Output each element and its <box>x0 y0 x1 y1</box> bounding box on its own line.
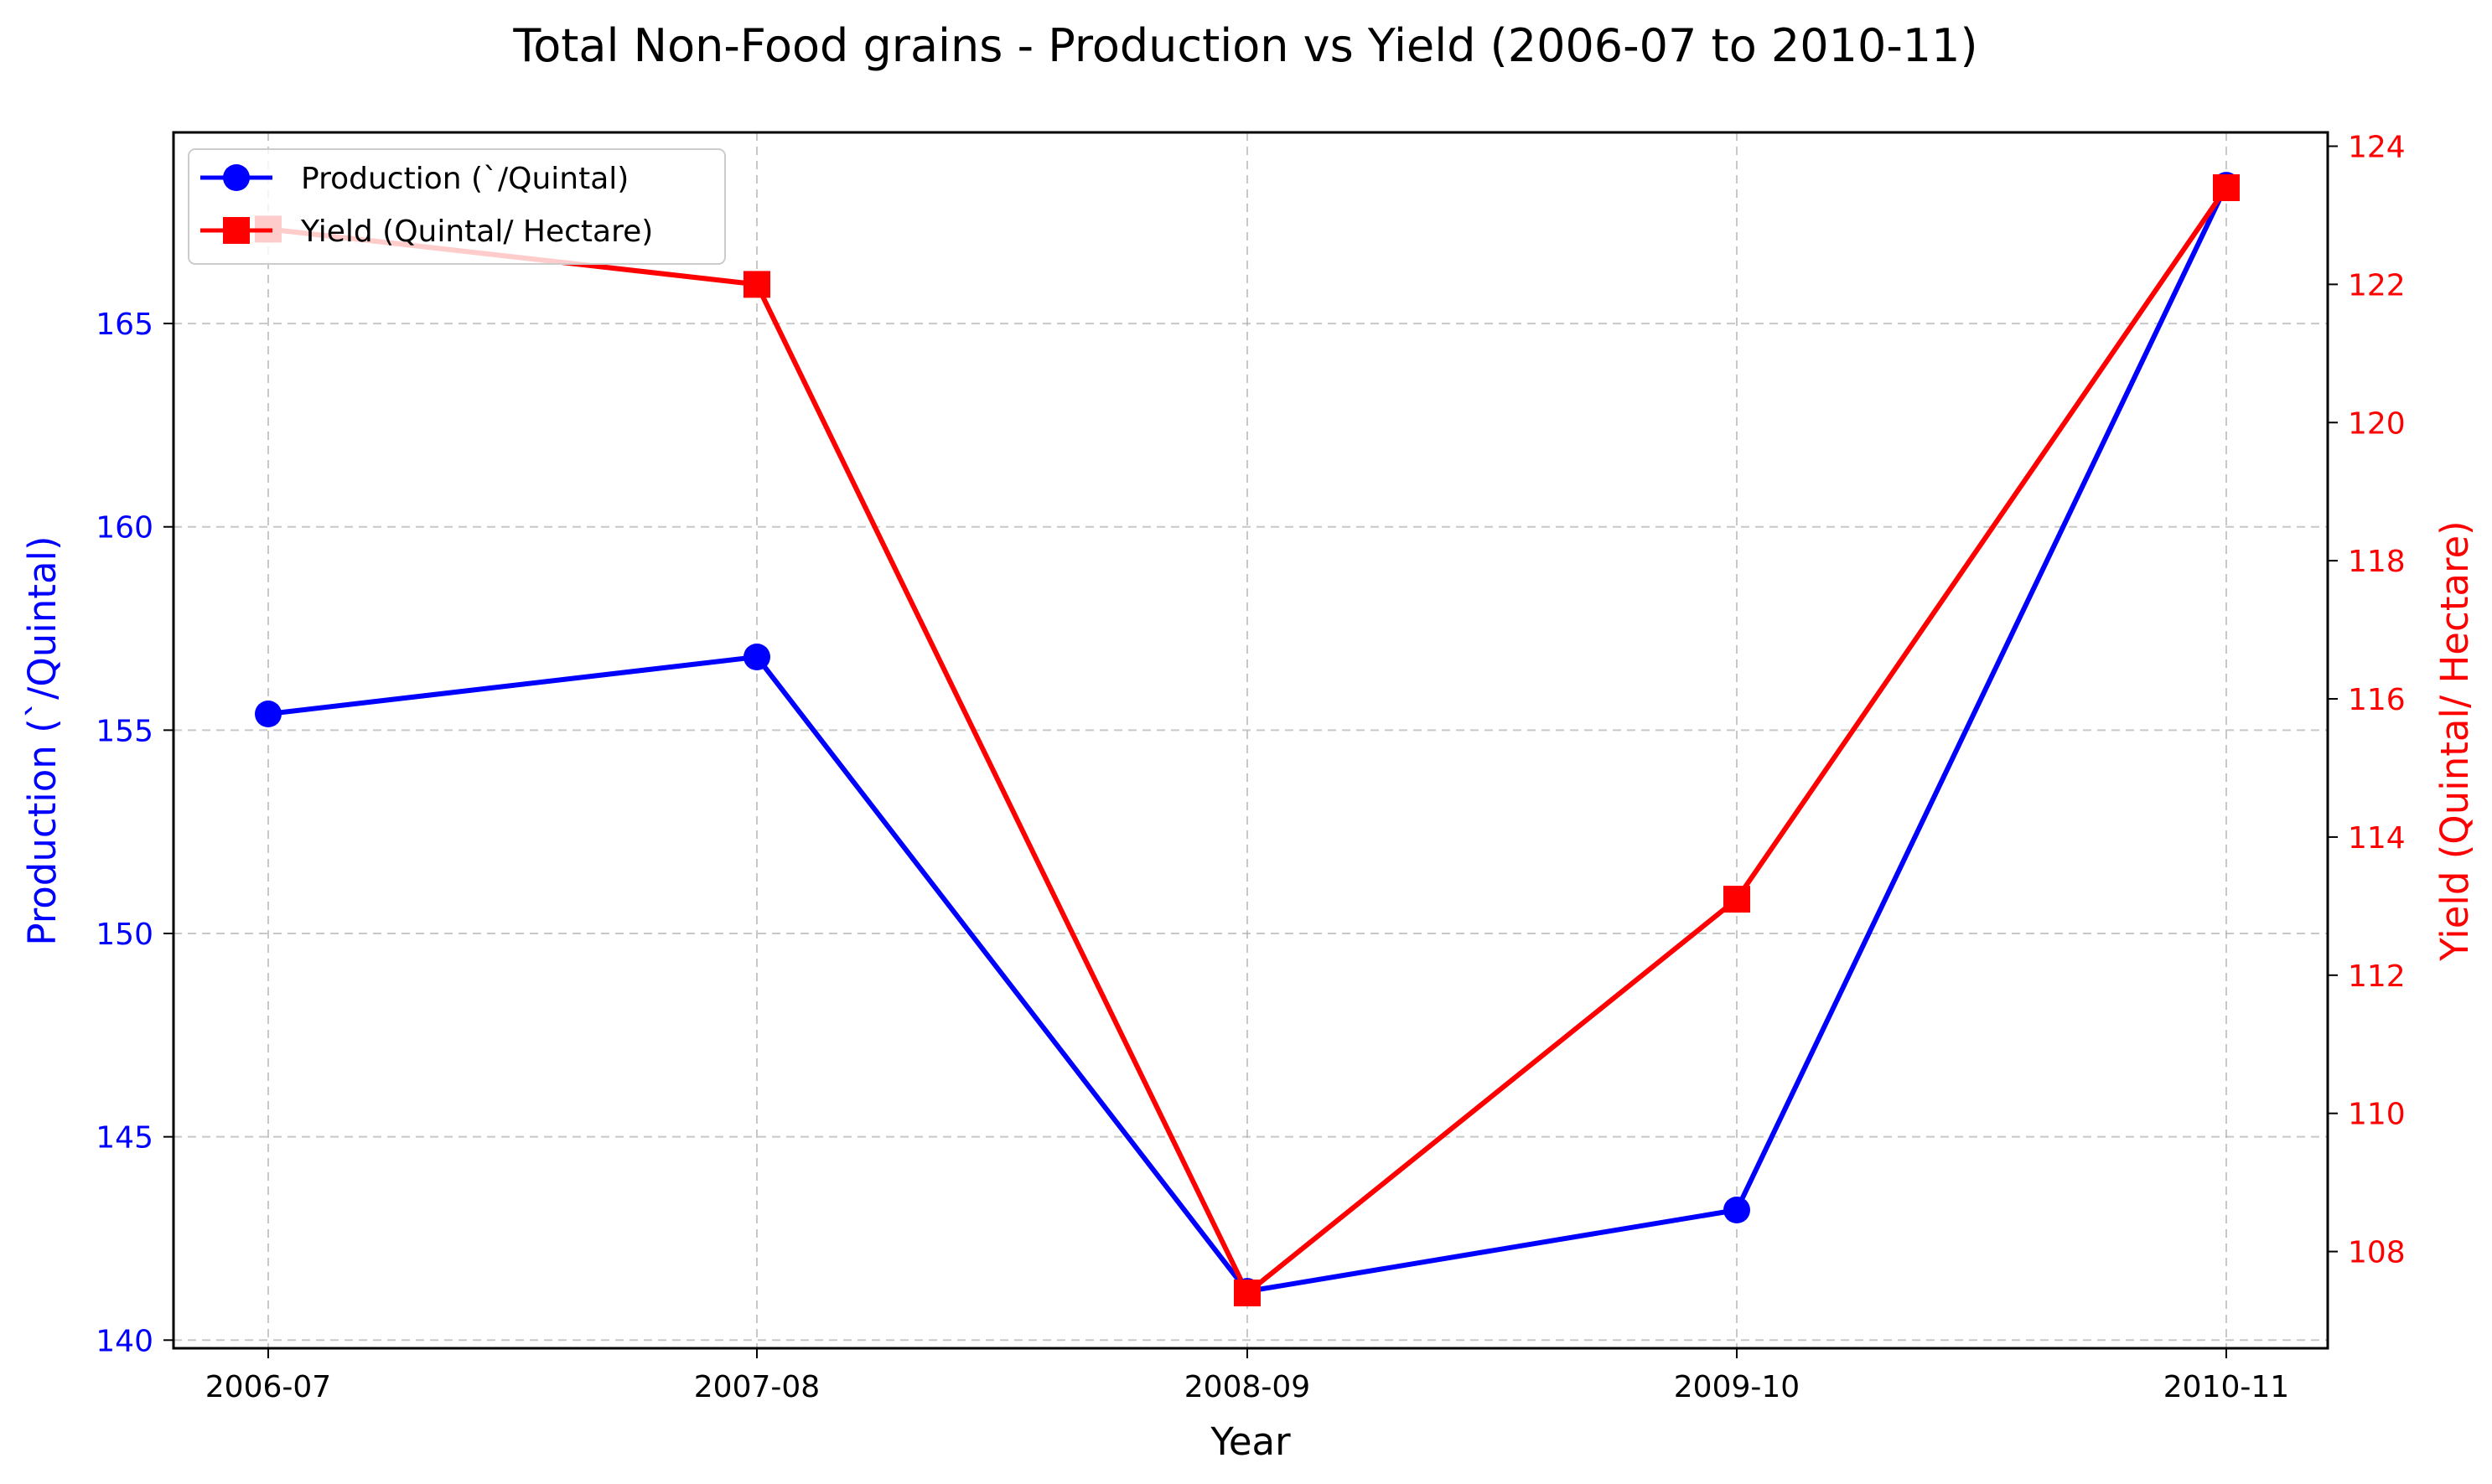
y-right-tick-label: 114 <box>2348 821 2406 856</box>
yield-point <box>1234 1280 1261 1306</box>
production-point <box>255 701 282 727</box>
y-axis-left: 140 145 150 155 160 165 <box>96 308 174 1358</box>
chart-title: Total Non-Food grains - Production vs Yi… <box>512 19 1977 72</box>
x-axis: 2006-07 2007-08 2008-09 2009-10 2010-11 <box>205 1348 2289 1404</box>
y-right-tick-label: 112 <box>2348 959 2406 994</box>
x-tick-label: 2007-08 <box>694 1370 820 1404</box>
yield-point <box>743 271 770 298</box>
legend: Production (`/Quintal) Yield (Quintal/ H… <box>188 148 726 265</box>
y-right-tick-label: 118 <box>2348 545 2406 579</box>
plot-frame <box>172 131 2329 1350</box>
legend-box <box>188 148 726 265</box>
y-left-tick-label: 165 <box>96 308 153 342</box>
x-axis-label: Year <box>1210 1419 1291 1464</box>
y-axis-right-label: Yield (Quintal/ Hectare) <box>2432 520 2477 961</box>
y-right-tick-label: 124 <box>2348 130 2406 164</box>
x-tick-label: 2008-09 <box>1184 1370 1310 1404</box>
y-left-tick-label: 155 <box>96 714 153 748</box>
y-axis-left-label: Production (`/Quintal) <box>20 535 65 945</box>
y-right-tick-label: 110 <box>2348 1098 2406 1132</box>
production-point <box>1723 1197 1750 1223</box>
y-left-tick-label: 140 <box>96 1324 153 1358</box>
yield-point <box>1723 886 1750 913</box>
legend-yield-label: Yield (Quintal/ Hectare) <box>300 215 653 249</box>
y-right-tick-label: 122 <box>2348 268 2406 302</box>
y-right-tick-label: 108 <box>2348 1236 2406 1270</box>
y-right-tick-label: 116 <box>2348 683 2406 717</box>
legend-production-label: Production (`/Quintal) <box>301 162 629 196</box>
x-tick-label: 2010-11 <box>2163 1370 2289 1404</box>
yield-point <box>2213 174 2240 201</box>
x-tick-label: 2006-07 <box>205 1370 331 1404</box>
legend-yield-marker <box>223 217 250 244</box>
y-left-tick-label: 145 <box>96 1121 153 1156</box>
production-point <box>743 644 770 670</box>
y-left-tick-label: 150 <box>96 918 153 952</box>
grid-lines <box>174 132 2328 1348</box>
y-left-tick-label: 160 <box>96 511 153 546</box>
x-tick-label: 2009-10 <box>1674 1370 1800 1404</box>
y-right-tick-label: 120 <box>2348 406 2406 441</box>
y-axis-right: 108 110 112 114 116 118 120 122 124 <box>2328 130 2406 1270</box>
legend-production-marker <box>223 164 250 191</box>
